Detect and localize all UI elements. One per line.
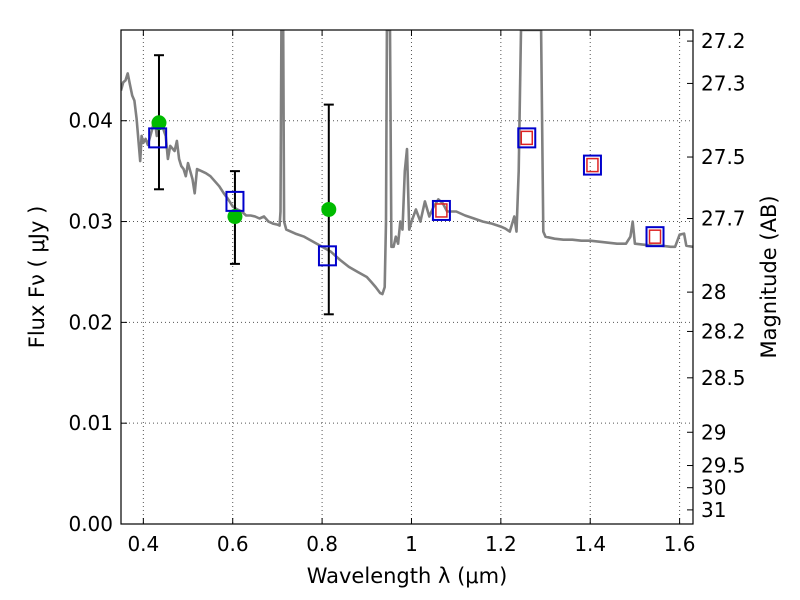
observed-point	[227, 209, 243, 225]
x-tick-label: 0.4	[127, 532, 159, 556]
plot-area	[121, 30, 693, 316]
inner-square	[648, 229, 662, 244]
x-tick-label: 0.8	[306, 532, 338, 556]
y-tick-labels: 0.00 0.01 0.02 0.03 0.04	[68, 109, 113, 536]
right-tick-label: 29.5	[701, 454, 746, 478]
observed-photometry-points	[151, 115, 337, 225]
x-tick-label: 1.2	[485, 532, 517, 556]
model-square	[148, 127, 168, 149]
x-tick-labels: 0.4 0.6 0.8 1 1.2 1.4 1.6	[127, 532, 695, 556]
inner-square	[435, 203, 448, 218]
model-square	[317, 245, 337, 267]
y-tick-label: 0.02	[68, 310, 113, 334]
model-spectrum-line	[121, 30, 693, 296]
right-tick-label: 27.3	[701, 71, 746, 95]
right-y-axis-label: Magnitude (AB)	[757, 195, 781, 358]
x-tick-label: 1.6	[664, 532, 696, 556]
inner-square	[586, 157, 599, 173]
right-tick-label: 30	[701, 476, 726, 500]
right-tick-label: 28	[701, 280, 726, 304]
model-square	[517, 127, 537, 149]
y-tick-label: 0.04	[68, 109, 113, 133]
y-tick-label: 0.03	[68, 210, 113, 234]
right-tick-label: 27.2	[701, 29, 746, 53]
x-tick-label: 1	[405, 532, 418, 556]
x-tick-label: 1.4	[574, 532, 606, 556]
right-tick-label: 28.2	[701, 319, 746, 343]
y-tick-label: 0.00	[68, 512, 113, 536]
model-square	[645, 226, 665, 248]
grid	[121, 30, 693, 524]
x-axis-label: Wavelength λ (μm)	[307, 564, 508, 588]
observed-point	[321, 201, 337, 217]
model-photometry-squares	[148, 127, 665, 267]
right-tick-label: 31	[701, 498, 726, 522]
plot-frame	[120, 29, 694, 525]
y-axis-label: Flux Fν ( μJy )	[25, 206, 49, 349]
inner-square	[520, 130, 534, 146]
model-square	[582, 154, 602, 176]
photometry-inner-squares	[435, 130, 662, 244]
axis-ticks	[121, 30, 693, 525]
right-tick-label: 29	[701, 420, 726, 444]
model-square	[225, 190, 245, 212]
observed-point	[151, 115, 167, 131]
x-tick-label: 0.6	[217, 532, 249, 556]
model-square	[431, 199, 451, 221]
right-tick-label: 27.7	[701, 207, 746, 231]
y-tick-label: 0.01	[68, 411, 113, 435]
right-tick-label: 27.5	[701, 145, 746, 169]
right-tick-label: 28.5	[701, 366, 746, 390]
